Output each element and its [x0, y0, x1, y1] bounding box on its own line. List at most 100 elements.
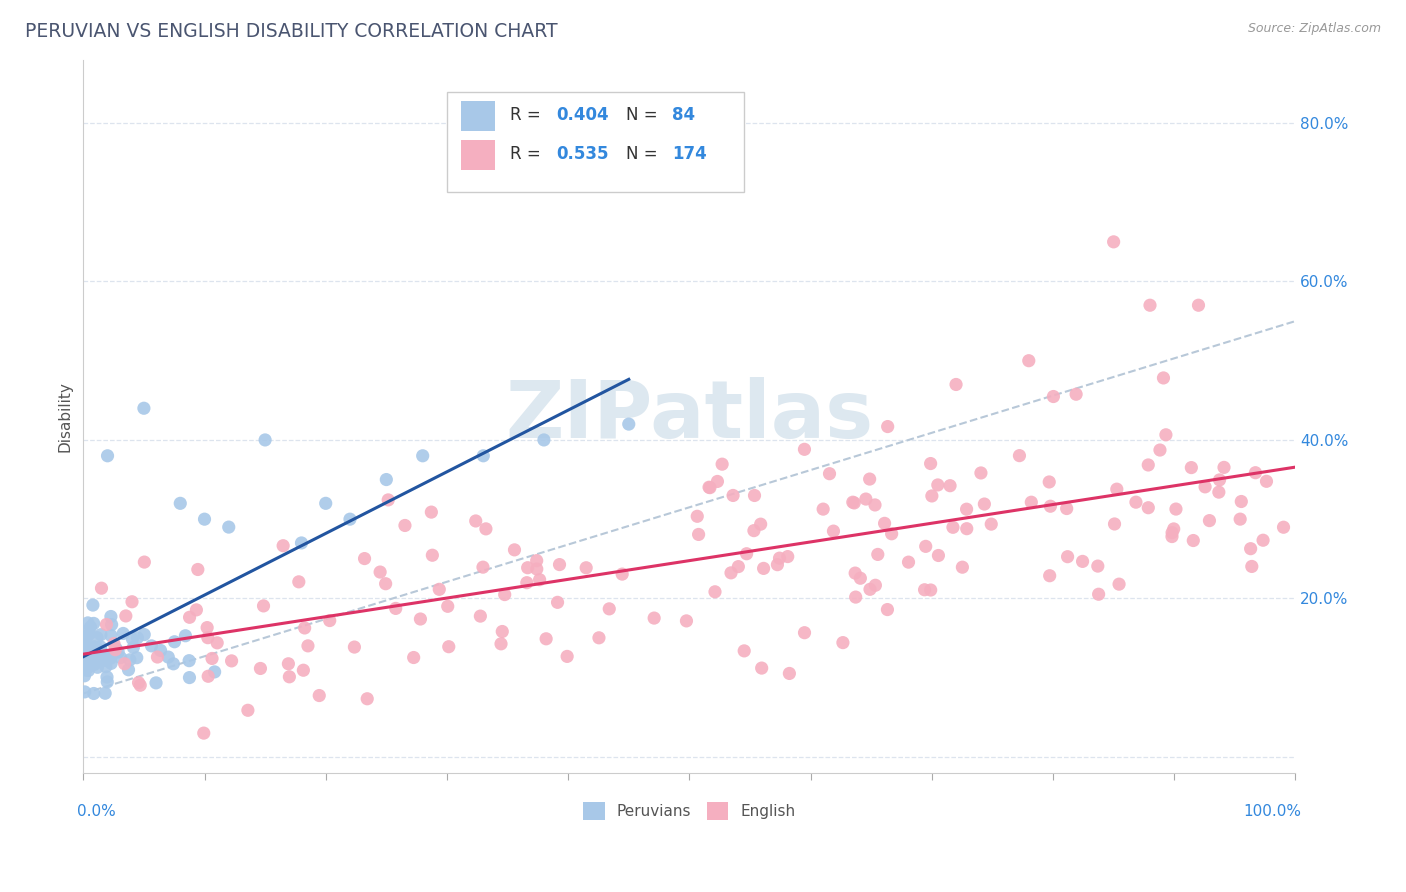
Point: [249, 661, 271, 675]
Point: [377, 492, 399, 507]
Point: [84, 648, 107, 662]
Point: [921, 489, 943, 503]
Point: [1018, 353, 1040, 368]
Legend: Peruvians, English: Peruvians, English: [578, 796, 801, 826]
Point: [727, 559, 749, 574]
Point: [83, 640, 105, 654]
Point: [1104, 516, 1126, 531]
Point: [292, 663, 315, 677]
Point: [876, 602, 898, 616]
Point: [236, 703, 259, 717]
Point: [90, 581, 112, 595]
Point: [77, 624, 100, 639]
Point: [174, 629, 197, 643]
Point: [121, 632, 143, 646]
Point: [1056, 501, 1078, 516]
Point: [914, 540, 936, 554]
Point: [427, 582, 450, 597]
Point: [86, 631, 108, 645]
Point: [145, 676, 167, 690]
Point: [1105, 482, 1128, 496]
Point: [1042, 390, 1064, 404]
Point: [83, 647, 105, 661]
Point: [920, 582, 942, 597]
Point: [1125, 495, 1147, 509]
Text: R =: R =: [510, 105, 546, 123]
Point: [555, 649, 578, 664]
Point: [1239, 541, 1261, 556]
Point: [90, 628, 112, 642]
Point: [548, 558, 571, 572]
Point: [880, 526, 903, 541]
Point: [1208, 485, 1230, 500]
Point: [75, 663, 97, 677]
Point: [980, 517, 1002, 532]
Point: [818, 467, 841, 481]
Point: [1194, 480, 1216, 494]
Point: [516, 560, 538, 574]
Point: [475, 522, 498, 536]
Point: [588, 631, 610, 645]
Point: [112, 626, 135, 640]
Point: [90, 645, 112, 659]
Point: [751, 661, 773, 675]
Point: [100, 617, 122, 632]
Point: [149, 643, 172, 657]
Point: [356, 691, 378, 706]
Point: [179, 654, 201, 668]
Point: [94, 651, 117, 665]
Point: [339, 512, 361, 526]
Point: [278, 670, 301, 684]
Point: [134, 555, 156, 569]
Point: [1161, 525, 1184, 540]
Point: [811, 502, 834, 516]
Point: [402, 650, 425, 665]
Point: [920, 457, 942, 471]
Point: [76, 615, 98, 630]
Text: Source: ZipAtlas.com: Source: ZipAtlas.com: [1247, 22, 1381, 36]
Point: [79, 648, 101, 663]
Text: N =: N =: [626, 105, 664, 123]
Point: [197, 631, 219, 645]
Point: [100, 657, 122, 671]
Point: [105, 641, 128, 656]
Text: ZIPatlas: ZIPatlas: [505, 377, 873, 455]
Point: [950, 560, 973, 574]
Text: PERUVIAN VS ENGLISH DISABILITY CORRELATION CHART: PERUVIAN VS ENGLISH DISABILITY CORRELATI…: [25, 22, 558, 41]
Point: [1187, 298, 1209, 312]
Point: [96, 617, 118, 632]
Point: [749, 517, 772, 532]
Point: [169, 496, 191, 510]
Point: [100, 651, 122, 665]
Point: [83, 686, 105, 700]
Point: [277, 657, 299, 671]
Point: [1154, 427, 1177, 442]
Point: [118, 653, 141, 667]
Point: [1182, 533, 1205, 548]
Bar: [461, 101, 495, 131]
Point: [1152, 371, 1174, 385]
Point: [1019, 495, 1042, 509]
Point: [914, 582, 936, 597]
Point: [945, 377, 967, 392]
Point: [1240, 559, 1263, 574]
Point: [117, 663, 139, 677]
Point: [1164, 502, 1187, 516]
Point: [94, 659, 117, 673]
Point: [842, 495, 865, 509]
Point: [617, 417, 640, 431]
Point: [1137, 500, 1160, 515]
Point: [1039, 568, 1062, 582]
Point: [87, 646, 110, 660]
Point: [73, 640, 96, 654]
Point: [187, 562, 209, 576]
Point: [1161, 530, 1184, 544]
Point: [768, 551, 790, 566]
Point: [193, 512, 215, 526]
Point: [534, 632, 557, 646]
Text: 0.535: 0.535: [555, 145, 609, 163]
Point: [704, 584, 727, 599]
Point: [195, 621, 218, 635]
Point: [1229, 512, 1251, 526]
Bar: [461, 140, 495, 170]
